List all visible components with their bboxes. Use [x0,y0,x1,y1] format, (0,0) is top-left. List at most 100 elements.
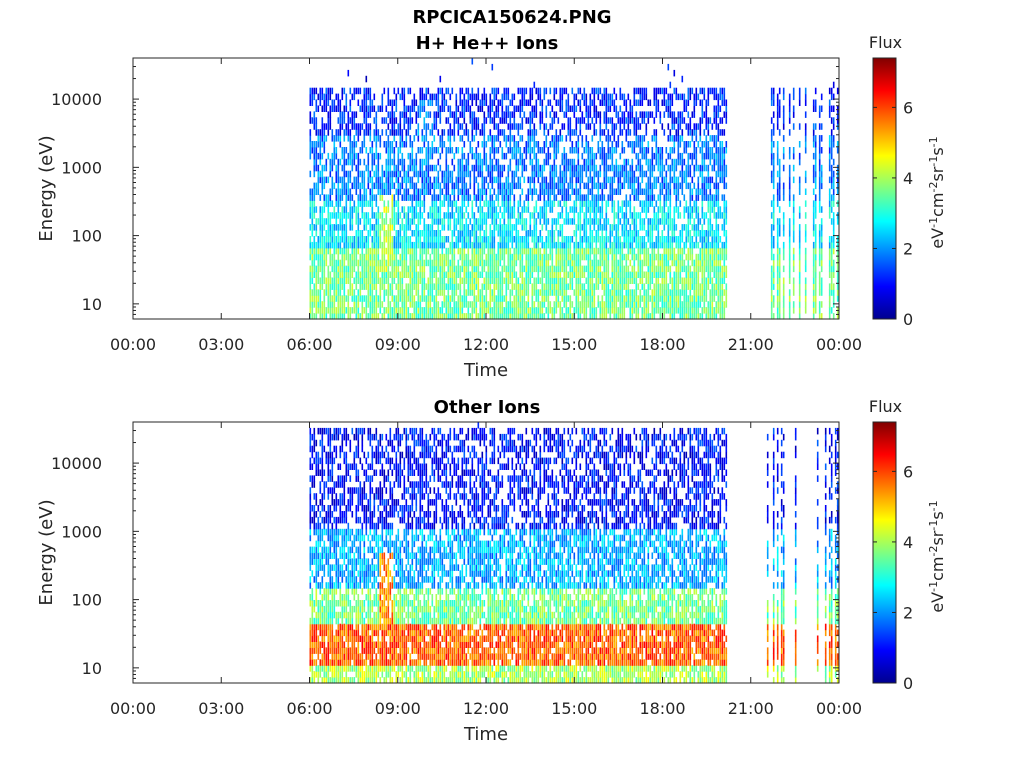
heatmap-cell [563,200,566,207]
heatmap-cell [413,170,416,178]
heatmap-cell [481,176,484,184]
heatmap-cell [463,129,466,136]
heatmap-cell [557,236,560,243]
heatmap-cell [367,253,370,261]
heatmap-cell [399,158,402,166]
heatmap-cell [511,147,514,154]
heatmap-cell [487,182,490,190]
heatmap-cell [465,188,468,195]
heatmap-cell [467,212,470,219]
heatmap-cell [589,253,592,261]
heatmap-cell [369,87,372,95]
heatmap-cell [635,194,638,201]
heatmap-cell [393,259,396,267]
heatmap-cell [311,277,314,284]
heatmap-cell [457,158,460,166]
heatmap-cell [369,99,372,106]
heatmap-cell [441,93,444,101]
heatmap-cell [441,170,444,178]
heatmap-cell [341,117,344,124]
heatmap-cell [395,265,398,273]
heatmap-cell [559,307,562,314]
heatmap-cell [535,307,538,314]
heatmap-cell [513,200,516,207]
heatmap-cell [655,271,658,278]
heatmap-cell [459,218,462,225]
heatmap-cell [401,247,404,255]
heatmap-cell [593,307,596,314]
heatmap-cell [487,206,490,213]
heatmap-cell [549,271,552,278]
heatmap-cell [583,212,586,219]
heatmap-cell [585,93,588,101]
heatmap-cell [625,271,628,278]
heatmap-cell [315,265,318,273]
heatmap-cell [487,170,490,178]
heatmap-cell [317,241,320,249]
heatmap-cell [575,283,578,290]
heatmap-cell [587,277,590,284]
heatmap-cell [331,277,334,284]
heatmap-cell [409,289,412,296]
heatmap-cell [615,265,618,273]
heatmap-cell [551,259,554,267]
heatmap-cell [405,105,408,112]
heatmap-cell [577,289,580,296]
heatmap-cell [589,170,592,178]
heatmap-cell [463,295,466,302]
heatmap-cell [343,170,346,178]
heatmap-cell [381,105,384,112]
heatmap-cell [587,247,590,255]
heatmap-cell [455,200,458,207]
heatmap-cell [411,218,414,225]
heatmap-cell [551,313,554,320]
heatmap-cell [549,301,552,308]
heatmap-cell [575,123,578,130]
heatmap-cell [357,295,360,302]
heatmap-cell [435,253,438,261]
heatmap-cell [403,247,406,255]
heatmap-cell [639,123,642,130]
heatmap-cell [491,141,494,148]
heatmap-cell [445,236,448,243]
heatmap-cell [455,241,458,249]
heatmap-cell [607,253,610,261]
heatmap-cell [345,129,348,136]
heatmap-cell [461,170,464,178]
heatmap-cell [377,105,380,112]
heatmap-cell [671,295,674,302]
heatmap-cell [653,117,656,124]
heatmap-cell [565,265,568,273]
heatmap-cell [671,289,674,296]
heatmap-cell [587,188,590,195]
heatmap-cell [499,289,502,296]
heatmap-cell [323,265,326,273]
heatmap-cell [353,93,356,101]
heatmap-cell [375,176,378,184]
heatmap-cell [489,200,492,207]
heatmap-cell [399,289,402,296]
heatmap-cell [377,247,380,255]
heatmap-cell [509,158,512,166]
heatmap-cell [421,147,424,154]
heatmap-cell [323,123,326,130]
heatmap-cell [501,164,504,172]
heatmap-cell [477,188,480,195]
heatmap-cell [637,307,640,314]
heatmap-cell [521,87,524,95]
heatmap-cell [441,147,444,154]
heatmap-cell [669,253,672,261]
heatmap-cell [313,200,316,207]
heatmap-cell [639,212,642,219]
heatmap-cell [539,277,542,284]
heatmap-cell [311,307,314,314]
heatmap-cell [387,224,390,231]
heatmap-cell [601,182,604,190]
heatmap-cell [473,212,476,219]
heatmap-cell [415,117,418,124]
heatmap-cell [451,271,454,278]
heatmap-cell [453,289,456,296]
heatmap-cell [467,259,470,267]
heatmap-cell [403,212,406,219]
heatmap-cell [459,295,462,302]
